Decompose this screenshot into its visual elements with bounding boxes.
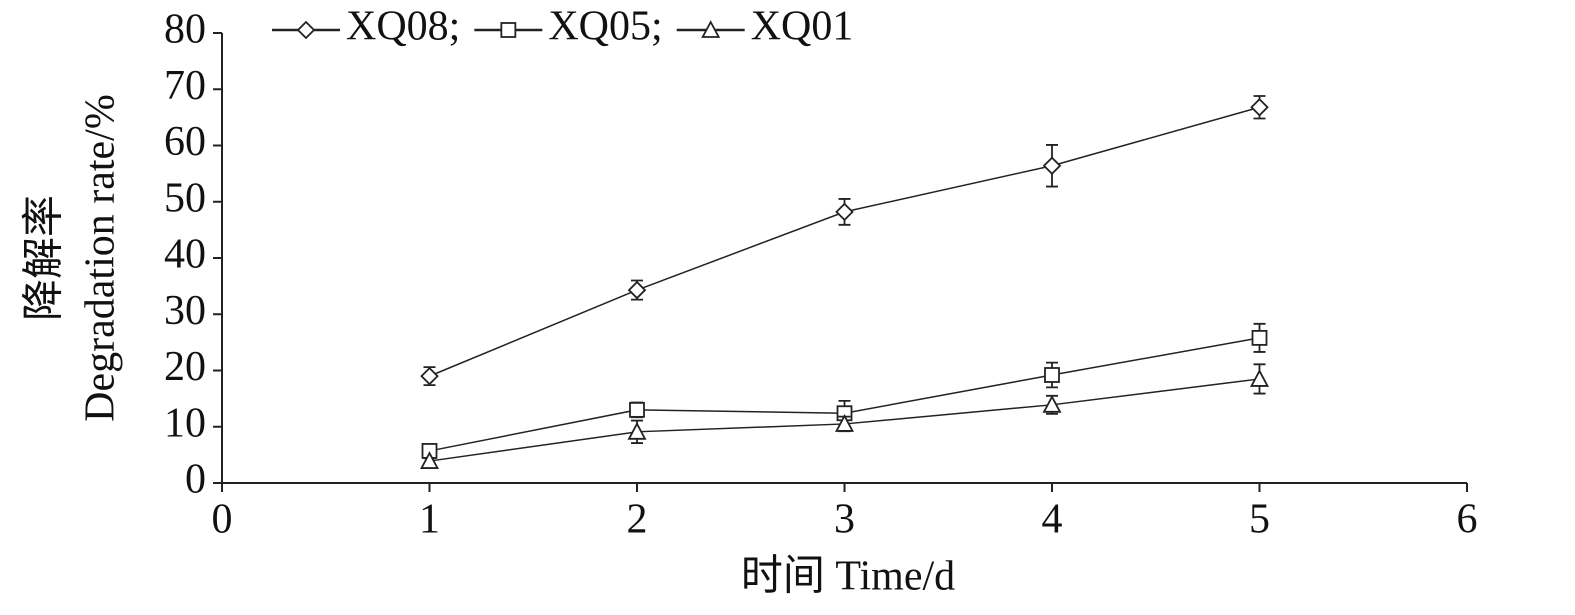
point [296,20,316,40]
x-tick-label: 0 [212,497,233,543]
y-tick-label: 0 [185,457,206,503]
x-tick-label: 5 [1249,497,1270,543]
point [1044,367,1060,383]
y-tick-label: 30 [164,288,206,334]
y-tick-label: 80 [164,7,206,53]
x-tick-label: 4 [1042,497,1063,543]
x-tick-label: 2 [627,497,648,543]
point [1250,369,1269,387]
point [835,414,854,432]
point [420,451,439,469]
point [1042,156,1062,176]
x-tick-label: 3 [834,497,855,543]
legend-label: XQ08; [346,4,460,50]
point [629,401,645,418]
point [1250,97,1269,117]
point [1042,394,1062,413]
x-axis-label: 时间 Time/d [741,554,955,600]
point [627,421,647,440]
y-axis-label: 降解率 [21,195,68,321]
point [500,22,517,38]
x-tick-label: 6 [1457,497,1478,543]
y-tick-label: 60 [164,119,206,165]
y-tick-label: 10 [164,400,206,446]
series-line [429,106,1260,377]
point [1251,329,1268,346]
y-tick-label: 70 [164,63,206,109]
legend-label: XQ05; [548,4,662,50]
point [420,366,439,386]
point [701,20,721,38]
y-axis-label: Degradation rate/% [78,94,124,422]
point [835,202,854,222]
legend-label: XQ01 [751,4,854,50]
y-tick-label: 40 [164,232,206,278]
y-tick-label: 50 [164,175,206,221]
y-tick-label: 20 [164,344,206,390]
point [627,280,647,300]
x-tick-label: 1 [419,497,440,543]
